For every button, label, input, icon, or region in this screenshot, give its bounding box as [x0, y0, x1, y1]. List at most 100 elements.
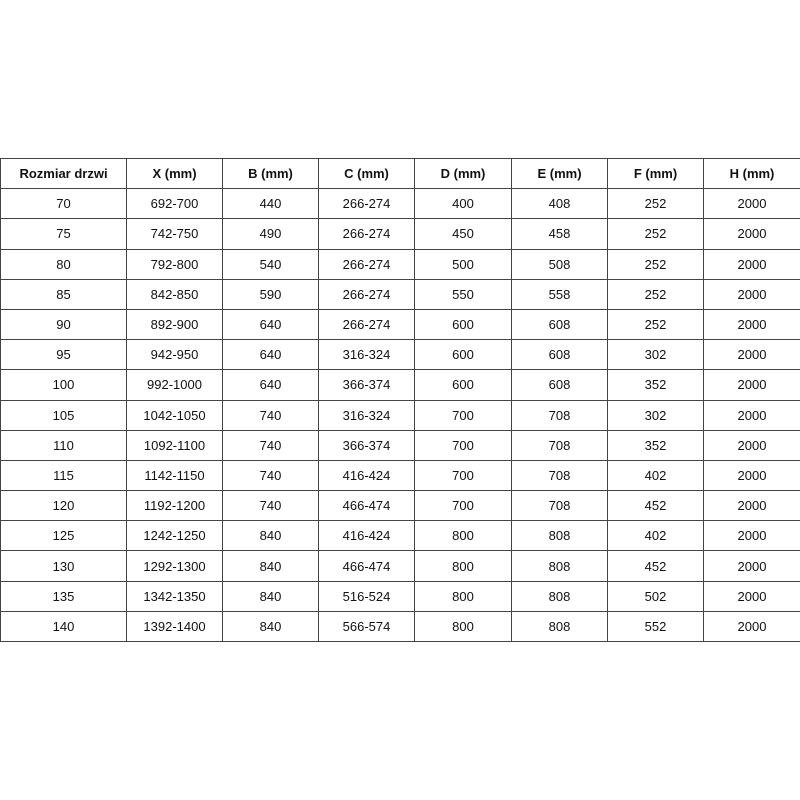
table-cell: 2000 — [703, 429, 800, 461]
table-cell: 566-574 — [318, 610, 415, 643]
table-cell: 452 — [607, 550, 704, 582]
table-cell: 2000 — [703, 369, 800, 401]
table-cell: 80 — [0, 248, 127, 280]
table-cell: 640 — [222, 308, 319, 341]
table-row: 100 992-1000 640 366-374 600 608 352 2000 — [0, 369, 800, 401]
table-cell: 640 — [222, 369, 319, 401]
table-cell: 1392-1400 — [126, 610, 223, 643]
table-row: 80 792-800 540 266-274 500 508 252 2000 — [0, 248, 800, 280]
table-cell: 942-950 — [126, 339, 223, 371]
table-cell: 252 — [607, 278, 704, 310]
table-cell: 800 — [414, 580, 512, 612]
column-header: H (mm) — [703, 157, 800, 190]
table-cell: 452 — [607, 490, 704, 522]
table-cell: 252 — [607, 218, 704, 250]
table-cell: 450 — [414, 218, 512, 250]
table-cell: 1242-1250 — [126, 520, 223, 552]
table-cell: 316-324 — [318, 339, 415, 371]
table-cell: 608 — [511, 339, 608, 371]
table-row: 135 1342-1350 840 516-524 800 808 502 2000 — [0, 580, 800, 612]
table-row: 120 1192-1200 740 466-474 700 708 452 2000 — [0, 490, 800, 522]
table-cell: 800 — [414, 520, 512, 552]
table-cell: 2000 — [703, 459, 800, 492]
table-cell: 840 — [222, 580, 319, 612]
table-cell: 740 — [222, 490, 319, 522]
table-cell: 840 — [222, 520, 319, 552]
table-cell: 502 — [607, 580, 704, 612]
table-cell: 2000 — [703, 248, 800, 280]
table-cell: 640 — [222, 339, 319, 371]
table-row: 130 1292-1300 840 466-474 800 808 452 2000 — [0, 550, 800, 582]
table-cell: 558 — [511, 278, 608, 310]
table-cell: 115 — [0, 459, 127, 492]
table-cell: 352 — [607, 369, 704, 401]
table-cell: 608 — [511, 369, 608, 401]
table-cell: 400 — [414, 188, 512, 220]
table-cell: 125 — [0, 520, 127, 552]
table-cell: 708 — [511, 459, 608, 492]
table-cell: 2000 — [703, 520, 800, 552]
table-cell: 700 — [414, 399, 512, 431]
column-header: F (mm) — [607, 157, 704, 190]
table-cell: 708 — [511, 490, 608, 522]
table-cell: 440 — [222, 188, 319, 220]
column-header: B (mm) — [222, 157, 319, 190]
table-cell: 2000 — [703, 188, 800, 220]
table-cell: 302 — [607, 399, 704, 431]
table-cell: 266-274 — [318, 248, 415, 280]
table-cell: 2000 — [703, 550, 800, 582]
table-row: 75 742-750 490 266-274 450 458 252 2000 — [0, 218, 800, 250]
table-cell: 466-474 — [318, 490, 415, 522]
column-header: Rozmiar drzwi — [0, 157, 127, 190]
table-cell: 516-524 — [318, 580, 415, 612]
table-cell: 508 — [511, 248, 608, 280]
column-header: E (mm) — [511, 157, 608, 190]
column-header: C (mm) — [318, 157, 415, 190]
table-cell: 742-750 — [126, 218, 223, 250]
table-row: 95 942-950 640 316-324 600 608 302 2000 — [0, 339, 800, 371]
table-cell: 708 — [511, 429, 608, 461]
table-cell: 2000 — [703, 610, 800, 643]
table-cell: 266-274 — [318, 218, 415, 250]
dimensions-table: Rozmiar drzwi X (mm) B (mm) C (mm) D (mm) E (… — [0, 157, 800, 643]
table-cell: 75 — [0, 218, 127, 250]
table-row: 110 1092-1100 740 366-374 700 708 352 2000 — [0, 429, 800, 461]
table-cell: 808 — [511, 610, 608, 643]
table-cell: 140 — [0, 610, 127, 643]
table-cell: 2000 — [703, 399, 800, 431]
table-cell: 70 — [0, 188, 127, 220]
table-cell: 550 — [414, 278, 512, 310]
table-cell: 2000 — [703, 339, 800, 371]
table-cell: 1042-1050 — [126, 399, 223, 431]
table-cell: 490 — [222, 218, 319, 250]
table-cell: 252 — [607, 248, 704, 280]
table-cell: 540 — [222, 248, 319, 280]
table-cell: 840 — [222, 550, 319, 582]
table-cell: 85 — [0, 278, 127, 310]
table-cell: 892-900 — [126, 308, 223, 341]
table-cell: 608 — [511, 308, 608, 341]
table-cell: 402 — [607, 520, 704, 552]
table-cell: 842-850 — [126, 278, 223, 310]
table-cell: 840 — [222, 610, 319, 643]
table-cell: 800 — [414, 610, 512, 643]
table-cell: 402 — [607, 459, 704, 492]
table-cell: 708 — [511, 399, 608, 431]
column-header: D (mm) — [414, 157, 512, 190]
table-cell: 2000 — [703, 580, 800, 612]
table-cell: 252 — [607, 308, 704, 341]
table-cell: 1092-1100 — [126, 429, 223, 461]
table-cell: 252 — [607, 188, 704, 220]
table-row: 70 692-700 440 266-274 400 408 252 2000 — [0, 188, 800, 220]
table-cell: 120 — [0, 490, 127, 522]
table-cell: 800 — [414, 550, 512, 582]
table-cell: 700 — [414, 459, 512, 492]
table-row: 105 1042-1050 740 316-324 700 708 302 2000 — [0, 399, 800, 431]
table-cell: 808 — [511, 550, 608, 582]
table-cell: 1142-1150 — [126, 459, 223, 492]
table-cell: 100 — [0, 369, 127, 401]
table-cell: 2000 — [703, 218, 800, 250]
table-cell: 792-800 — [126, 248, 223, 280]
table-cell: 135 — [0, 580, 127, 612]
table-cell: 600 — [414, 308, 512, 341]
